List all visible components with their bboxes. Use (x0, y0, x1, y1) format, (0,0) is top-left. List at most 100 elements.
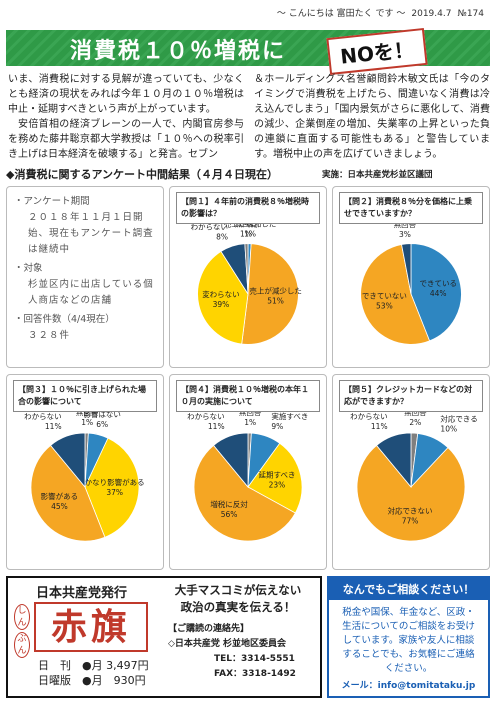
slice-label: 無回答 (404, 412, 427, 417)
paragraph: いま、消費税に対する見解が違っていても、少なくとも経済の現状をみれば今年１０月の… (8, 74, 244, 115)
pie-panel: 【問３】１０％に引き上げられた場合の影響について 無回答 1% 影響はない 6% かなり影… (6, 374, 164, 570)
slice-value: 1% (81, 418, 93, 427)
slice-label: 無回答 (76, 412, 99, 417)
contact-title: 【ご購読の連絡先】 (168, 624, 250, 634)
slice-value: 53% (376, 302, 393, 311)
slice-label: 無回答 (394, 224, 417, 229)
logo: 赤旗 (34, 602, 148, 652)
issue: №174 (457, 9, 484, 19)
pie-slice (84, 437, 140, 538)
pie-slice (50, 432, 86, 489)
contact: 【ご購読の連絡先】 ◇日本共産党 杉並地区委員会 TEL：3314-5551 F… (168, 622, 296, 682)
consult-title: なんでもご相談ください！ (329, 578, 488, 600)
email: メール：info@tomitataku.jp (341, 681, 476, 691)
slice-label: 売上が増加した (224, 224, 277, 229)
slice-label: わからない (350, 412, 388, 421)
slice-label: 延期すべき (258, 470, 295, 480)
slice-label: 増税に反対 (210, 499, 248, 509)
slice-label: 売上が減少した (249, 286, 302, 296)
slice-label: できていない (362, 292, 407, 301)
pie-slice (356, 444, 466, 542)
article-column: ＆ホールディングス名誉顧問鈴木敏文氏は「今のタイミングで消費税を上げたら、間違い… (254, 72, 490, 162)
chart-title: 【問３】１０％に引き上げられた場合の影響について (13, 380, 157, 412)
slice-value: 2% (409, 418, 421, 427)
pie-slice (193, 444, 296, 542)
pie-panel: 【問５】クレジットカードなどの対応ができますか？ 無回答 2% 対応できる 10% 対応で… (332, 374, 490, 570)
chart-title: 【問５】クレジットカードなどの対応ができますか？ (339, 380, 483, 412)
price: ●月 3,497円 (82, 659, 149, 672)
slice-value: 11% (45, 422, 62, 431)
slice-value: 39% (213, 300, 230, 309)
info-text: 杉並区内に出店している個人商店などの店舗 (28, 279, 154, 306)
consult-text: 税金や国保、年金など、区政・生活についてのご相談をお受けしています。家族や友人に… (342, 607, 475, 674)
kana: ぶん (14, 632, 30, 658)
pie-panel: 【問２】消費税８％分を価格に上乗せできていますか？ できている 44% できていない 5… (332, 186, 490, 368)
pie-slice (241, 243, 299, 345)
slice-value: 1% (244, 230, 256, 239)
info-text: ３２８件 (28, 330, 71, 341)
paragraph: ＆ホールディングス名誉顧問鈴木敏文氏は「今のタイミングで消費税を上げたら、間違い… (254, 74, 490, 160)
pie-slice (360, 244, 431, 345)
slice-label: 対応できる (440, 413, 477, 423)
slice-value: 3% (399, 230, 411, 239)
chart-title: 【問１】４年前の消費税８％増税時の影響は？ (176, 192, 320, 224)
slice-label: 無回答 (239, 412, 262, 417)
pie-slice (376, 432, 412, 489)
pie-slice (401, 243, 412, 295)
slice-label: わからない (187, 412, 225, 421)
slice-value: 51% (267, 297, 284, 306)
kana: しん (14, 604, 30, 630)
akahata-ad: 日本共産党発行 大手マスコミが伝えない 政治の真実を伝える！ しん ぶん 赤旗 日 … (6, 576, 322, 698)
slice-label: 実施すべき (271, 412, 308, 421)
slice-label: 変わらない (202, 289, 240, 299)
tel: TEL：3314-5551 (214, 654, 295, 664)
pie-panel: 【問１】４年前の消費税８％増税時の影響は？ 売上が増加した 1% 売上が減少した 51%… (169, 186, 327, 368)
info-label: ・対象 (14, 263, 43, 274)
consultation: なんでもご相談ください！ 税金や国保、年金など、区政・生活についてのご相談をお受… (327, 576, 490, 698)
greeting: ～ こんにちは 富田たく です ～ (276, 9, 406, 19)
slice-label: 対応できない (388, 506, 433, 516)
slice-label: 影響はない (83, 412, 121, 419)
slogan-line: 大手マスコミが伝えない (174, 583, 302, 597)
slice-value: 77% (402, 517, 419, 526)
headline: 消費税１０％増税に (70, 39, 287, 64)
slice-label: かなり影響がある (85, 477, 145, 487)
slice-value: 1% (244, 418, 256, 427)
chart-title: 【問２】消費税８％分を価格に上乗せできていますか？ (339, 192, 483, 224)
slice-value: 45% (51, 502, 68, 511)
fax: FAX：3318-1492 (214, 669, 296, 679)
price-row: 日 刊 ●月 3,497円 (38, 658, 149, 673)
info-label: ・アンケート期間 (14, 196, 90, 207)
slice-value: 9% (271, 422, 283, 431)
date: 2019.4.7 (411, 9, 452, 19)
article-column: いま、消費税に対する見解が違っていても、少なくとも経済の現状をみれば今年１０月の… (8, 72, 244, 162)
pie-slice (244, 243, 249, 295)
edition: 日 刊 (38, 659, 71, 672)
pie-slice (213, 432, 249, 489)
slice-label: 無回答 (235, 224, 258, 229)
logo-kana: しん ぶん (14, 604, 30, 658)
slice-value: 10% (440, 424, 457, 433)
info-label: ・回答件数（4/4現在） (14, 314, 115, 325)
slice-value: 1% (240, 230, 252, 239)
chart-title: 【問４】消費税１０％増税の本年１０月の実施について (176, 380, 320, 412)
slice-label: できている (419, 279, 457, 288)
slice-value: 11% (208, 422, 225, 431)
header: ～ こんにちは 富田たく です ～ 2019.4.7 №174 (271, 6, 484, 19)
slogan-line: 政治の真実を伝える！ (180, 600, 296, 614)
slogan: 大手マスコミが伝えない 政治の真実を伝える！ (158, 582, 318, 616)
conducted-by: 実施：日本共産党杉並区議団 (322, 170, 433, 180)
slice-value: 37% (106, 488, 123, 497)
pie-slice (247, 442, 303, 514)
section-title: ◆消費税に関するアンケート中間結果（４月４日現在） (6, 168, 279, 181)
price: ●月 930円 (82, 674, 146, 687)
slice-label: わからない (191, 224, 229, 232)
slice-label: わからない (24, 412, 62, 421)
office: ◇日本共産党 杉並地区委員会 (168, 639, 287, 649)
